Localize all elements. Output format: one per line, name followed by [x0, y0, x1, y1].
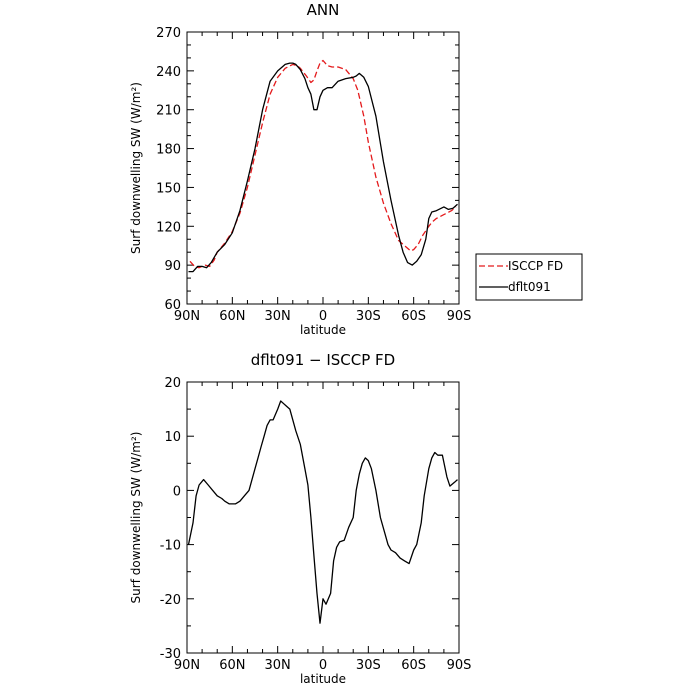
- x-tick-label: 60N: [219, 658, 245, 673]
- legend-box: [475, 253, 583, 301]
- series-line-dflt091: [188, 62, 458, 273]
- x-tick-label: 60N: [219, 309, 245, 324]
- y-tick-label: 60: [164, 298, 181, 313]
- legend-label: ISCCP FD: [508, 259, 563, 273]
- series-line-difference: [187, 400, 458, 624]
- x-tick-label: 90S: [447, 658, 472, 673]
- x-tick-label: 30N: [265, 658, 291, 673]
- x-tick-label: 60S: [401, 658, 426, 673]
- y-tick-label: 180: [156, 143, 181, 158]
- plot-frame: [186, 381, 460, 654]
- series-group: [188, 59, 458, 273]
- x-axis-label: latitude: [300, 323, 346, 337]
- y-tick-label: -20: [160, 593, 181, 608]
- x-tick-label: 90N: [174, 309, 200, 324]
- legend-label: dflt091: [508, 280, 551, 294]
- x-tick-label: 30S: [356, 309, 381, 324]
- legend: ISCCP FD dflt091: [475, 253, 583, 301]
- y-axis-label: Surf downwelling SW (W/m²): [129, 432, 143, 604]
- x-axis-label: latitude: [300, 672, 346, 686]
- chart-panel-1: 90N 60N 30N 0 30S 60S 90S 60 90 120 150 180 210 240 27…: [129, 1, 583, 337]
- y-tick-label: 210: [156, 104, 181, 119]
- y-tick-label: 120: [156, 220, 181, 235]
- x-tick-label: 90S: [447, 309, 472, 324]
- chart-panel-2: 90N 60N 30N 0 30S 60S 90S -30 -20 -10 0 10 20 dflt091…: [129, 351, 471, 686]
- x-tick-label: 30S: [356, 658, 381, 673]
- y-tick-label: -30: [160, 647, 181, 662]
- y-tick-label: 240: [156, 65, 181, 80]
- chart-title: dflt091 − ISCCP FD: [251, 351, 395, 369]
- x-tick-label: 0: [319, 658, 327, 673]
- y-tick-label: -10: [160, 539, 181, 554]
- y-tick-label: 90: [164, 259, 181, 274]
- x-tick-label: 90N: [174, 658, 200, 673]
- x-tick-label: 60S: [401, 309, 426, 324]
- series-group: [187, 400, 458, 624]
- y-axis-label: Surf downwelling SW (W/m²): [129, 82, 143, 254]
- y-tick-label: 270: [156, 26, 181, 41]
- x-tick-label: 0: [319, 309, 327, 324]
- chart-title: ANN: [307, 1, 340, 19]
- plot-frame: [186, 31, 460, 305]
- y-tick-label: 10: [164, 430, 181, 445]
- y-tick-label: 0: [173, 484, 181, 499]
- y-tick-label: 20: [164, 376, 181, 391]
- y-tick-label: 150: [156, 181, 181, 196]
- x-tick-label: 30N: [265, 309, 291, 324]
